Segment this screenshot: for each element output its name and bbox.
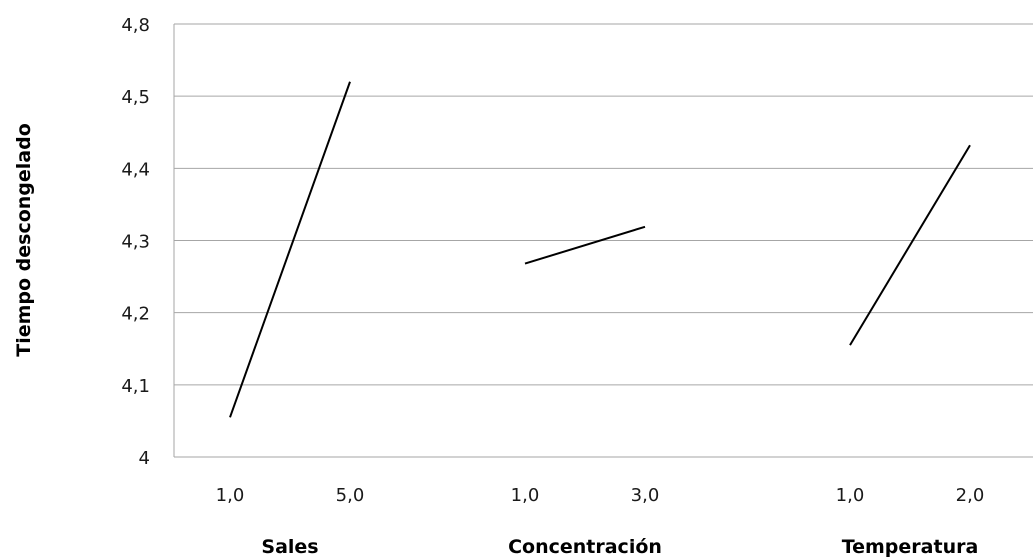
x-tick-label: 2,0 — [956, 485, 985, 506]
y-tick-label: 4 — [139, 448, 150, 469]
x-tick-labels: 1,0 5,0 1,0 3,0 1,0 2,0 — [216, 485, 985, 506]
effect-line-1 — [524, 225, 646, 265]
effect-line-0 — [229, 81, 351, 418]
factor-label: Concentración — [508, 536, 662, 558]
y-tick-labels: 4 4,1 4,2 4,3 4,4 4,5 4,8 — [121, 15, 150, 469]
grid-layer — [174, 23, 1033, 458]
y-tick-label: 4,3 — [121, 232, 150, 253]
y-axis-label: Tiempo descongelado — [13, 123, 35, 357]
x-tick-label: 3,0 — [631, 485, 660, 506]
y-tick-label: 4,4 — [121, 159, 150, 180]
factor-label: Sales — [261, 536, 318, 558]
x-tick-label: 1,0 — [836, 485, 865, 506]
effect-line-2 — [849, 144, 971, 346]
effect-lines — [229, 81, 971, 418]
factor-label: Temperatura — [842, 536, 979, 558]
x-tick-label: 1,0 — [216, 485, 245, 506]
x-tick-label: 5,0 — [336, 485, 365, 506]
y-tick-label: 4,5 — [121, 87, 150, 108]
y-tick-label: 4,2 — [121, 304, 150, 325]
x-tick-label: 1,0 — [511, 485, 540, 506]
y-tick-label: 4,8 — [121, 15, 150, 36]
factor-labels: Sales Concentración Temperatura — [261, 536, 978, 558]
y-tick-label: 4,1 — [121, 376, 150, 397]
